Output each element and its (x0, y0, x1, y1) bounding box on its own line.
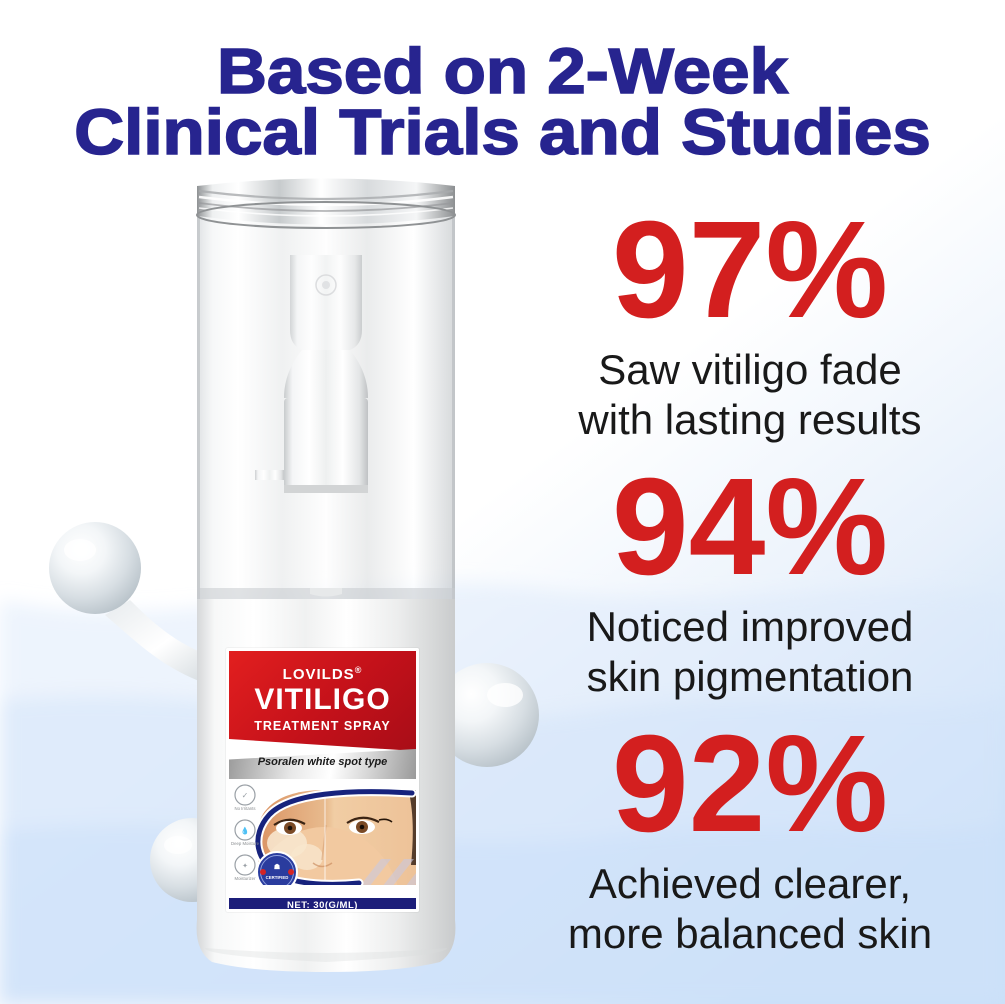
svg-text:✓: ✓ (242, 791, 249, 800)
svg-text:No Irritants: No Irritants (234, 806, 255, 811)
svg-text:💧: 💧 (241, 826, 250, 835)
svg-text:Moisturizer: Moisturizer (234, 876, 256, 881)
svg-text:☗: ☗ (274, 863, 280, 871)
svg-text:✦: ✦ (242, 862, 248, 870)
svg-text:Deep Moisture: Deep Moisture (231, 841, 260, 846)
